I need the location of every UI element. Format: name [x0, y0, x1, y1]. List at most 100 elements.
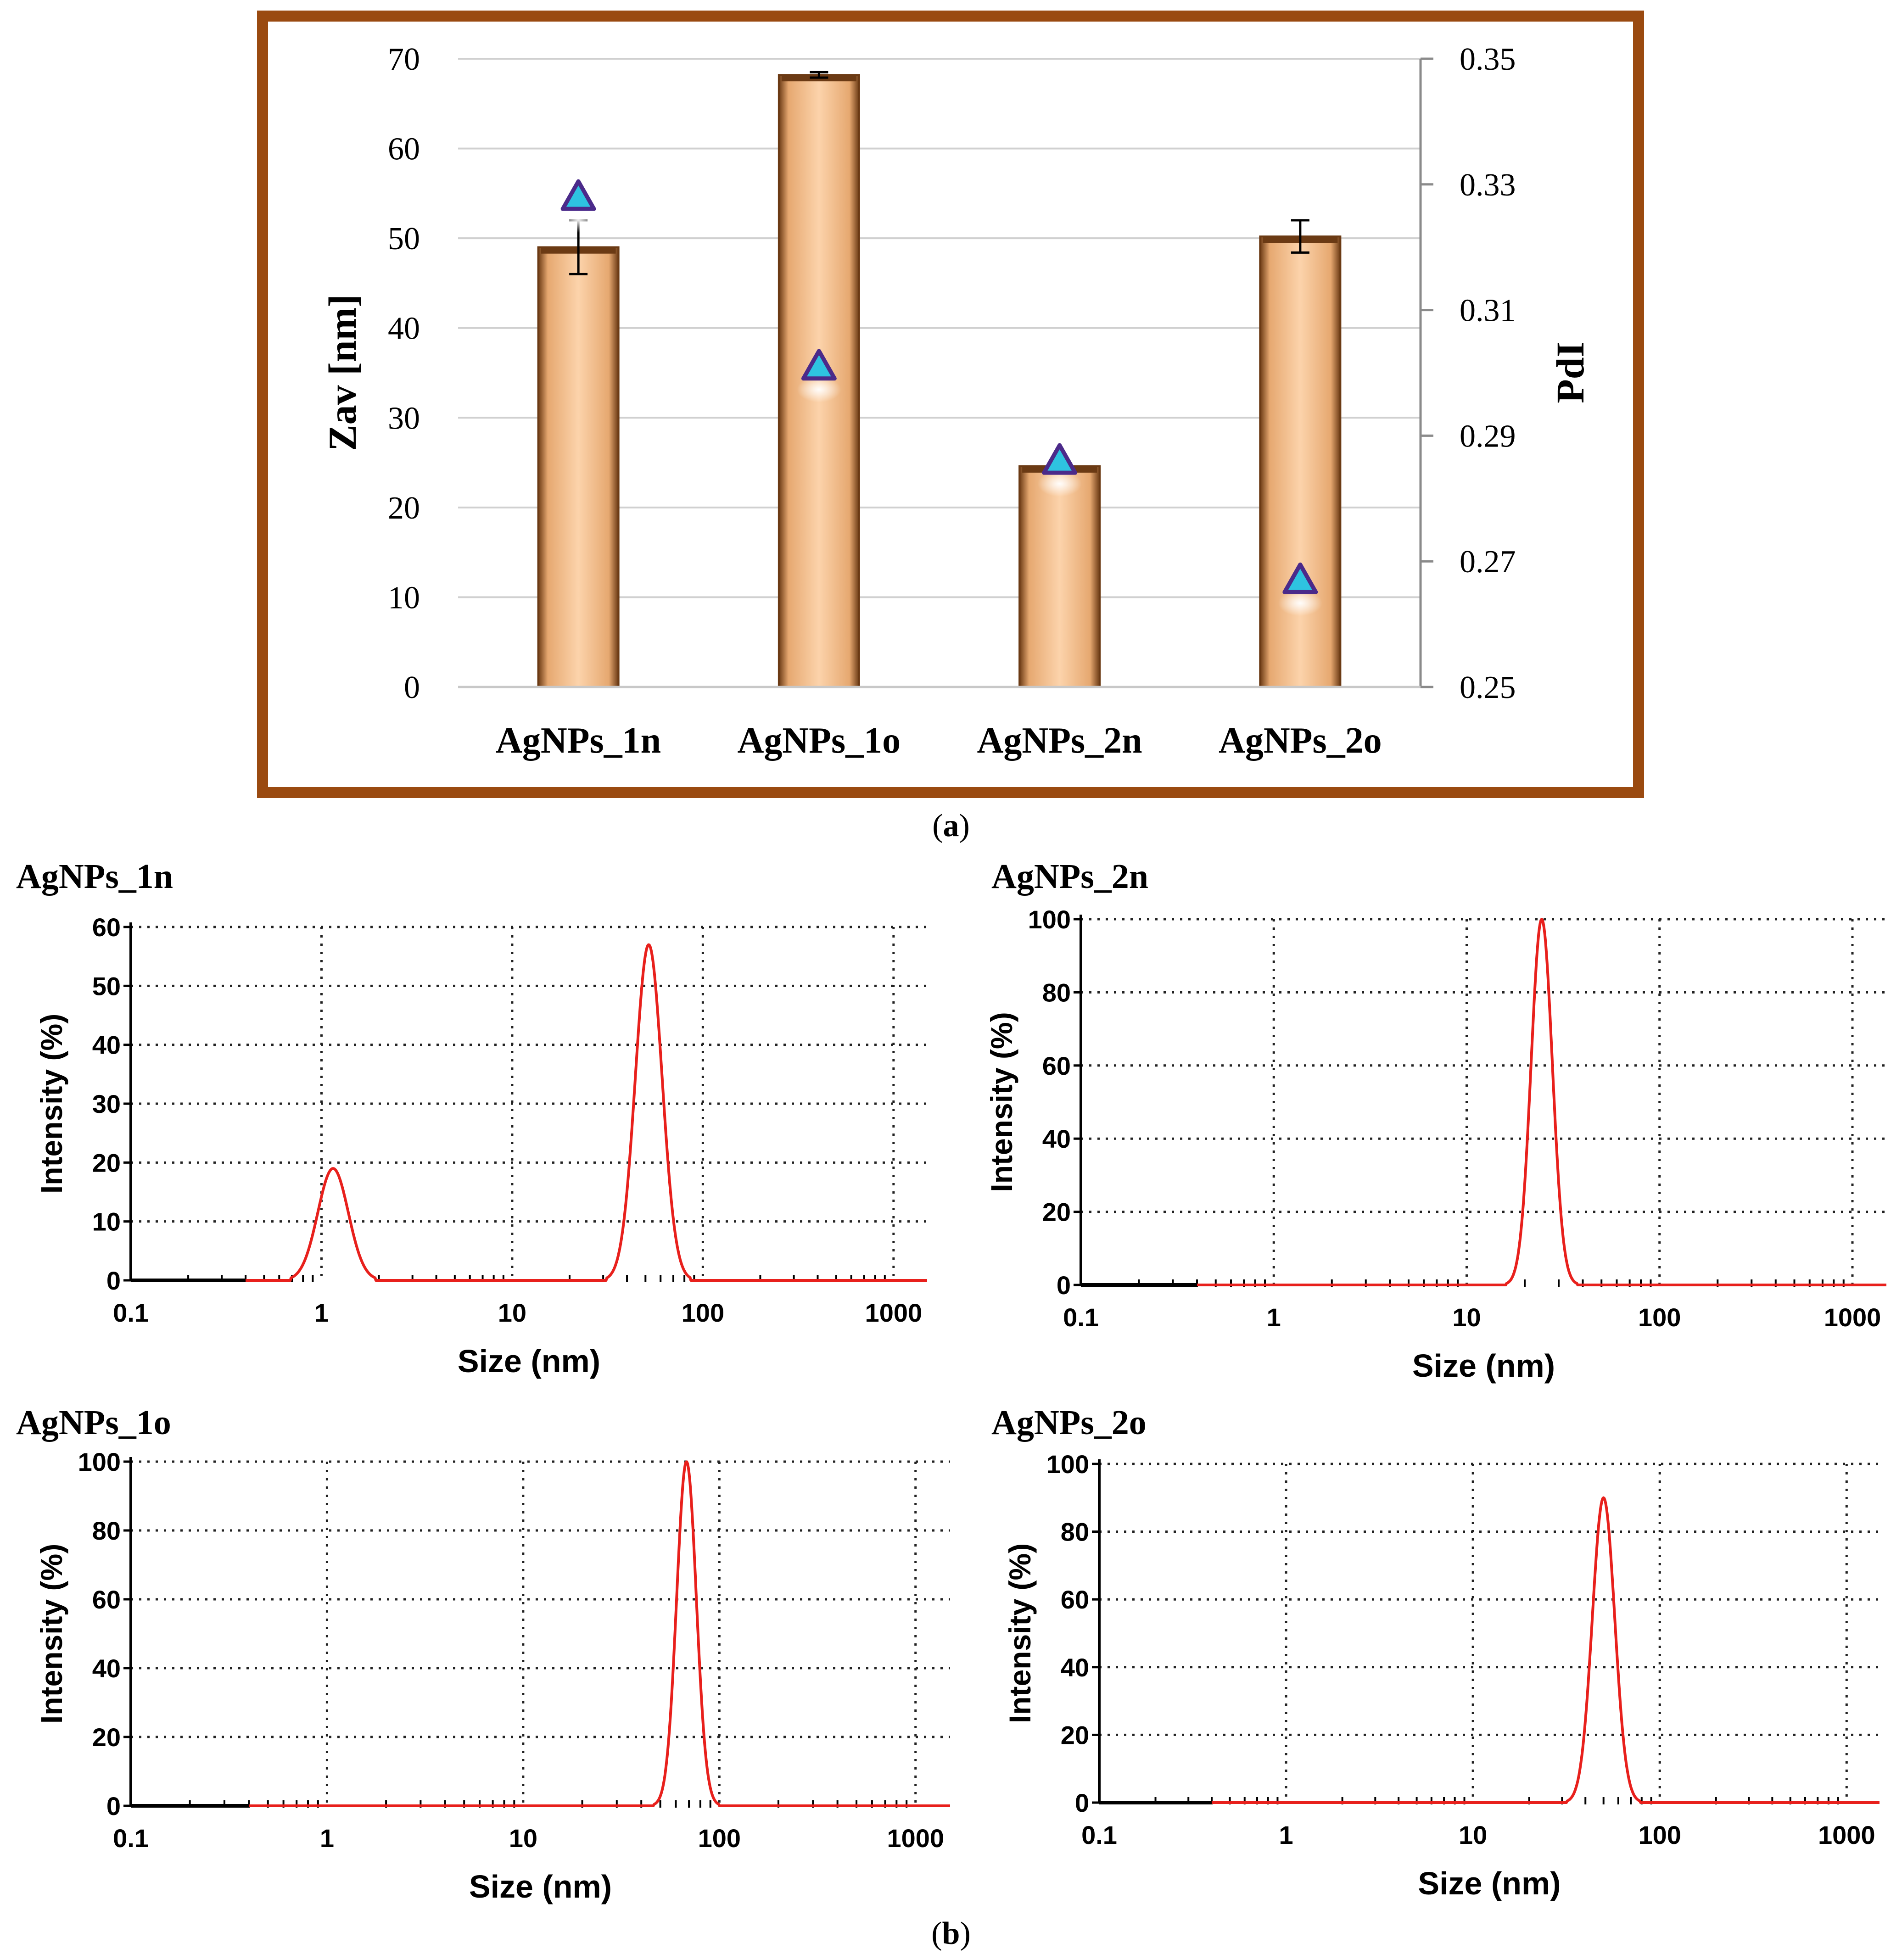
y-tick-label: 50 [92, 972, 121, 1000]
y-tick-label: 20 [92, 1723, 121, 1752]
y2-tick-label: 0.33 [1460, 168, 1516, 203]
x-tick-label: 0.1 [113, 1298, 149, 1327]
y-tick-label: 0 [1057, 1271, 1071, 1300]
x-tick-label: 0.1 [1081, 1820, 1117, 1849]
x-category-label: AgNPs_2n [977, 720, 1142, 761]
y-tick-label: 0 [1075, 1788, 1089, 1817]
y-tick-label: 60 [1042, 1051, 1071, 1080]
y-tick-label: 30 [388, 401, 420, 436]
marker-shadow [556, 207, 601, 233]
y-tick-label: 80 [92, 1516, 121, 1545]
bar-zav [537, 246, 620, 688]
x-tick-label: 1 [314, 1298, 329, 1327]
y2-tick-label: 0.31 [1460, 293, 1516, 329]
x-tick-label: 1 [320, 1824, 334, 1853]
bar-zav [1018, 465, 1101, 688]
y-axis-title: Intensity (%) [1003, 1543, 1037, 1723]
x-tick-label: 10 [509, 1824, 537, 1853]
y-tick-label: 60 [388, 132, 420, 167]
y-tick-label: 20 [1061, 1720, 1089, 1749]
chart-title: AgNPs_2o [991, 1403, 1147, 1442]
x-tick-label: 1000 [1818, 1820, 1875, 1849]
x-axis-title: Size (nm) [458, 1343, 600, 1379]
intensity-curve [245, 943, 928, 1282]
panel-b-label: (b) [931, 1916, 971, 1951]
y-tick-label: 80 [1042, 978, 1071, 1007]
y2-tick-label: 0.29 [1460, 419, 1516, 454]
x-tick-label: 0.1 [1063, 1303, 1099, 1332]
pdi-marker [801, 349, 837, 381]
y-tick-label: 60 [92, 913, 121, 942]
x-tick-label: 10 [1452, 1303, 1481, 1332]
pdi-marker [1042, 443, 1078, 475]
panel-a-label: (a) [932, 808, 970, 843]
x-tick-label: 1000 [865, 1298, 923, 1327]
marker-shadow [1278, 590, 1322, 616]
x-tick-label: 100 [698, 1824, 741, 1853]
x-category-label: AgNPs_2o [1219, 720, 1382, 761]
y-tick-label: 100 [78, 1447, 121, 1476]
x-axis-title: Size (nm) [469, 1869, 612, 1904]
y2-tick-label: 0.27 [1460, 544, 1516, 580]
y-tick-label: 0 [404, 670, 420, 705]
size-distribution-chart-2n: AgNPs_2n 0 20 40 60 80 100 0.1 1 10 100 1000 Size (n… [985, 857, 1887, 1384]
y-axis-title: Intensity (%) [34, 1014, 68, 1194]
intensity-curve [248, 1460, 951, 1807]
y2-tick-label: 0.25 [1460, 670, 1516, 705]
y-tick-label: 40 [92, 1031, 121, 1060]
intensity-curve [1211, 1496, 1880, 1804]
x-tick-label: 10 [498, 1298, 526, 1327]
size-distribution-chart-1n: AgNPs_1n 0 10 20 30 40 50 60 0.1 1 10 100 1000 Size (… [16, 857, 928, 1379]
y-tick-label: 0 [106, 1792, 121, 1820]
x-tick-label: 1 [1267, 1303, 1281, 1332]
panel-a-chart: 0 10 20 30 40 50 60 70 0.25 0.27 0.29 0.31 0.33 0.35 Z… [320, 42, 1592, 761]
x-tick-label: 100 [1639, 1820, 1681, 1849]
chart-title: AgNPs_1n [16, 857, 173, 896]
y-axis-title: Intensity (%) [34, 1544, 68, 1724]
panel-a-frame [257, 11, 1644, 798]
y-tick-label: 100 [1046, 1450, 1089, 1479]
pdi-marker [560, 179, 596, 211]
x-tick-label: 1 [1279, 1820, 1293, 1849]
x-axis-title: Size (nm) [1412, 1348, 1555, 1384]
x-category-label: AgNPs_1n [496, 720, 661, 761]
size-distribution-chart-1o: AgNPs_1o 0 20 40 60 80 100 0.1 1 10 100 1000 Size (n… [16, 1403, 951, 1904]
y-tick-label: 70 [388, 42, 420, 77]
y-tick-label: 100 [1028, 905, 1071, 934]
y-axis-title: Intensity (%) [985, 1012, 1018, 1192]
marker-shadow [797, 376, 841, 402]
pdi-marker [1282, 562, 1318, 594]
size-distribution-chart-2o: AgNPs_2o 0 20 40 60 80 100 0.1 1 10 100 1000 Size (n… [991, 1403, 1880, 1901]
y-tick-label: 40 [388, 311, 420, 346]
x-axis-title: Size (nm) [1418, 1865, 1561, 1901]
y-tick-label: 60 [92, 1585, 121, 1614]
x-category-label: AgNPs_1o [738, 720, 901, 761]
bar-zav [1259, 235, 1342, 688]
intensity-curve [1196, 918, 1887, 1286]
y-tick-label: 40 [1061, 1653, 1089, 1682]
y-tick-label: 10 [388, 580, 420, 615]
y-tick-label: 60 [1061, 1585, 1089, 1614]
y-tick-label: 10 [92, 1207, 121, 1236]
x-tick-label: 0.1 [113, 1824, 149, 1853]
y-tick-label: 50 [388, 221, 420, 257]
x-tick-label: 1000 [887, 1824, 944, 1853]
y-tick-label: 20 [388, 491, 420, 526]
x-tick-label: 1000 [1824, 1303, 1881, 1332]
chart-title: AgNPs_2n [991, 857, 1148, 896]
y-tick-label: 20 [92, 1148, 121, 1177]
y-tick-label: 40 [1042, 1124, 1071, 1153]
x-tick-label: 10 [1459, 1820, 1487, 1849]
y-tick-label: 0 [106, 1266, 121, 1295]
y-tick-label: 30 [92, 1089, 121, 1118]
x-tick-label: 100 [682, 1298, 724, 1327]
y2-tick-label: 0.35 [1460, 42, 1516, 77]
y-axis-title: Zav [nm] [320, 294, 364, 451]
marker-shadow [1037, 471, 1082, 497]
y-tick-label: 80 [1061, 1518, 1089, 1547]
y2-axis-title: PdI [1548, 342, 1592, 403]
chart-title: AgNPs_1o [16, 1403, 171, 1442]
y-tick-label: 20 [1042, 1198, 1071, 1227]
y-tick-label: 40 [92, 1654, 121, 1683]
